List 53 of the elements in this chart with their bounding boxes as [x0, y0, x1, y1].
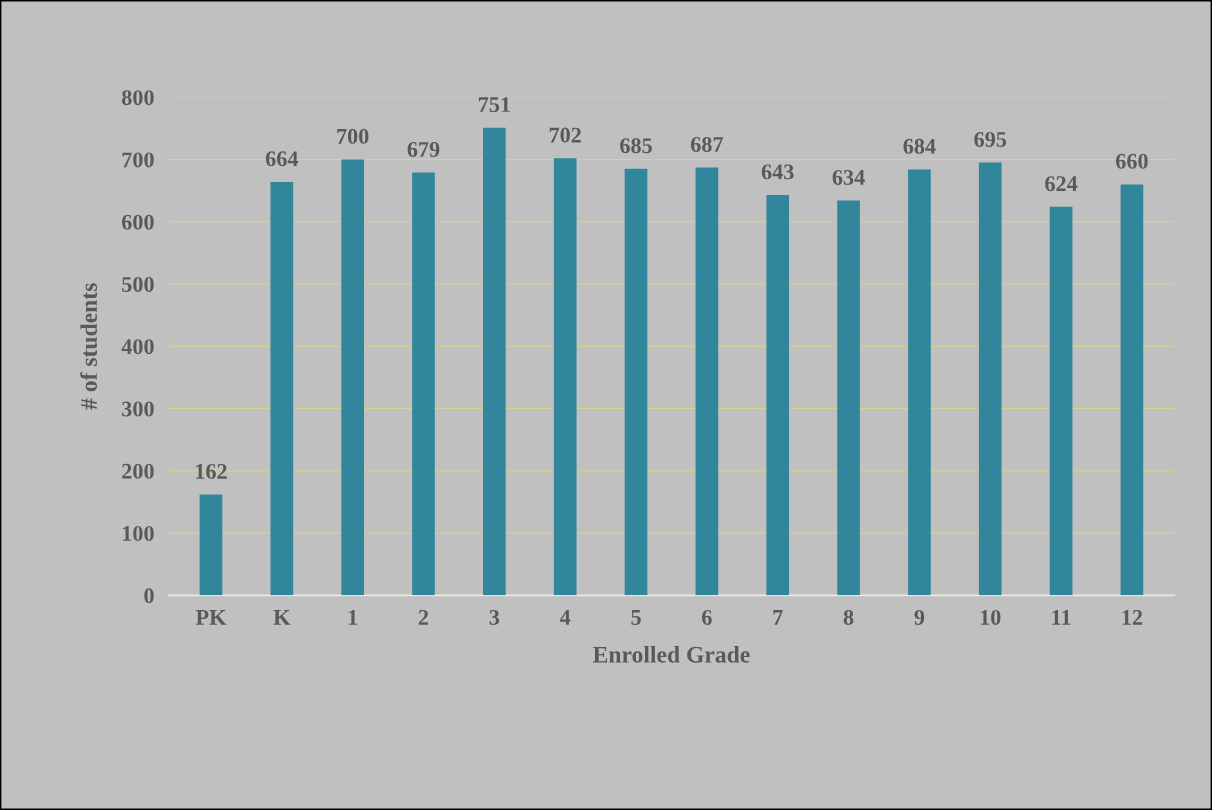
data-label: 702: [549, 127, 581, 143]
x-tick-label: 8: [843, 609, 854, 625]
x-tick-label: 2: [418, 609, 429, 625]
bar: [199, 494, 223, 596]
y-tick-label: 200: [122, 463, 154, 479]
bar: [766, 194, 790, 596]
bar: [270, 181, 294, 596]
bar: [695, 167, 719, 596]
x-tick-label: 9: [914, 609, 925, 625]
x-tick-label: 11: [1052, 609, 1071, 625]
x-tick-label: 1: [348, 609, 358, 625]
x-tick-label: PK: [195, 610, 227, 625]
bar: [837, 200, 860, 596]
data-label: 700: [337, 128, 369, 144]
x-tick-label: 10: [980, 609, 1001, 625]
y-tick-label: 600: [122, 214, 154, 230]
x-tick-label: 4: [559, 610, 571, 625]
bar: [908, 169, 931, 596]
x-tick-label: 5: [631, 610, 641, 625]
data-label: 679: [407, 141, 440, 157]
data-label: 624: [1045, 176, 1078, 192]
y-tick-label: 800: [121, 90, 154, 106]
x-tick-label: K: [273, 610, 291, 625]
y-tick-label: 700: [122, 152, 154, 168]
data-label: 685: [620, 138, 652, 154]
x-tick-label: 3: [489, 609, 500, 625]
bar: [553, 158, 577, 596]
bar: [341, 159, 364, 596]
x-tick-label: 12: [1122, 609, 1143, 625]
data-label: 684: [903, 138, 936, 154]
y-tick-label: 0: [144, 588, 154, 604]
bar: [624, 168, 648, 596]
bar: [978, 162, 1002, 596]
data-label: 660: [1116, 153, 1148, 169]
bar: [412, 172, 435, 596]
y-tick-label: 500: [122, 276, 154, 292]
y-tick-label: 100: [123, 526, 154, 542]
x-tick-label: 7: [773, 610, 783, 625]
data-label: 162: [196, 463, 227, 479]
data-label: 634: [832, 170, 865, 185]
y-axis-title: # of students: [80, 283, 98, 410]
data-label: 643: [761, 164, 794, 180]
data-label: 687: [690, 136, 723, 152]
y-tick-label: 300: [122, 401, 154, 417]
bar: [1120, 184, 1144, 596]
data-label: 751: [478, 97, 510, 113]
x-tick-label: 6: [702, 609, 712, 625]
bar: [1049, 206, 1073, 596]
data-label: 664: [265, 151, 299, 167]
bar: [483, 127, 506, 596]
y-tick-label: 400: [121, 339, 154, 355]
data-label: 695: [974, 132, 1007, 147]
x-axis-title: Enrolled Grade: [593, 646, 750, 663]
